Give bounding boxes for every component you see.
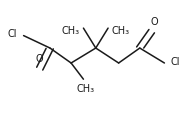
Text: O: O [36,54,43,64]
Text: CH₃: CH₃ [62,26,80,36]
Text: O: O [150,17,158,27]
Text: CH₃: CH₃ [112,26,130,36]
Text: CH₃: CH₃ [76,84,94,94]
Text: Cl: Cl [8,29,17,39]
Text: Cl: Cl [171,57,180,67]
